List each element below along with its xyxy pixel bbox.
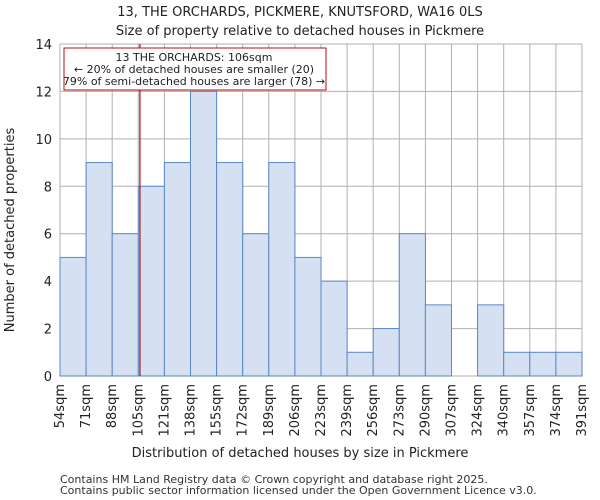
x-tick-label-10: 223sqm	[314, 384, 329, 437]
annotation-border	[63, 47, 327, 91]
bar-7	[242, 233, 270, 377]
footer-line1: Contains HM Land Registry data © Crown c…	[60, 473, 488, 486]
x-tick-label-9: 206sqm	[288, 384, 303, 437]
bar-16	[477, 304, 505, 377]
bar-3	[137, 185, 165, 377]
bar-8	[268, 162, 296, 377]
bar-19	[555, 351, 583, 377]
y-tick-label-0: 0	[44, 370, 52, 385]
annotation-line2: ← 20% of detached houses are smaller (20…	[74, 63, 314, 76]
x-tick-label-6: 155sqm	[210, 384, 225, 437]
x-tick-label-11: 239sqm	[340, 384, 355, 437]
y-tick-label-3: 6	[44, 228, 52, 243]
x-tick-label-15: 307sqm	[445, 384, 460, 437]
bar-0	[59, 256, 87, 377]
chart-title-line1: 13, THE ORCHARDS, PICKMERE, KNUTSFORD, W…	[117, 5, 482, 20]
bar-11	[346, 351, 374, 377]
footer-line2: Contains public sector information licen…	[60, 484, 537, 497]
bar-9	[294, 256, 322, 377]
y-tick-label-7: 14	[35, 38, 52, 53]
x-tick-label-16: 324sqm	[471, 384, 486, 437]
x-tick-label-12: 256sqm	[366, 384, 381, 437]
y-tick-label-1: 2	[44, 323, 52, 338]
y-axis-label: Number of detached properties	[3, 128, 18, 333]
x-tick-label-5: 138sqm	[184, 384, 199, 437]
x-tick-label-19: 374sqm	[549, 384, 564, 437]
x-tick-label-0: 54sqm	[53, 384, 68, 428]
x-axis-label: Distribution of detached houses by size …	[132, 446, 469, 461]
bar-4	[163, 162, 191, 377]
y-axis-ticks: 0 2 4 6 8 10 12 14	[35, 38, 52, 385]
annotation-box: 13 THE ORCHARDS: 106sqm ← 20% of detache…	[63, 47, 327, 91]
y-tick-label-2: 4	[44, 275, 52, 290]
chart-title-line2: Size of property relative to detached ho…	[116, 24, 484, 39]
x-tick-label-13: 273sqm	[392, 384, 407, 437]
annotation-line3: 79% of semi-detached houses are larger (…	[63, 75, 325, 88]
bar-13	[398, 233, 426, 377]
x-tick-label-18: 357sqm	[523, 384, 538, 437]
x-tick-label-3: 105sqm	[131, 384, 146, 437]
bar-2	[111, 233, 139, 377]
bar-10	[320, 280, 348, 377]
bar-18	[529, 351, 557, 377]
bar-1	[85, 162, 113, 377]
bar-5	[190, 90, 218, 377]
x-axis-ticks: 54sqm 71sqm 88sqm 105sqm 121sqm 138sqm 155sqm 1…	[53, 384, 590, 437]
x-tick-label-4: 121sqm	[157, 384, 172, 437]
x-tick-label-14: 290sqm	[418, 384, 433, 437]
bar-17	[503, 351, 531, 377]
y-tick-label-6: 12	[35, 85, 52, 100]
x-tick-label-8: 189sqm	[262, 384, 277, 437]
bar-14	[424, 304, 452, 377]
annotation-line1: 13 THE ORCHARDS: 106sqm	[116, 51, 273, 64]
x-tick-label-7: 172sqm	[236, 384, 251, 437]
x-tick-label-20: 391sqm	[575, 384, 590, 437]
x-tick-label-17: 340sqm	[497, 384, 512, 437]
y-tick-label-4: 8	[44, 180, 52, 195]
y-tick-label-5: 10	[35, 133, 52, 148]
bars	[59, 90, 583, 377]
bar-6	[216, 162, 244, 377]
x-tick-label-2: 88sqm	[105, 384, 120, 428]
bar-12	[372, 328, 400, 377]
x-tick-label-1: 71sqm	[79, 384, 94, 428]
